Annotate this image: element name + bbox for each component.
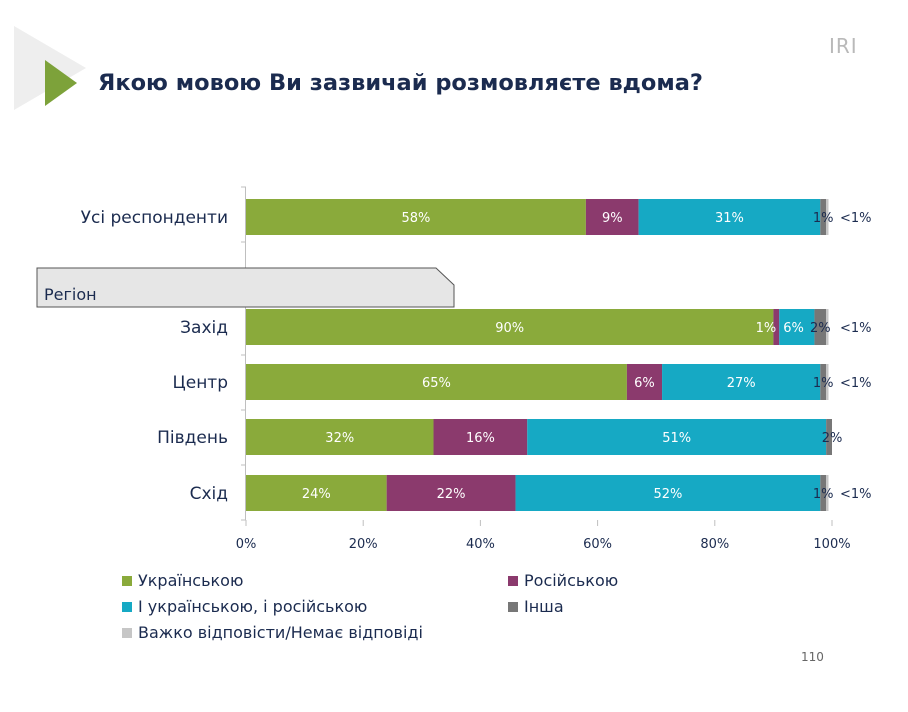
category-label: Усі респонденти	[81, 208, 228, 228]
x-tick-label: 0%	[236, 537, 257, 552]
data-label: 1%	[813, 211, 834, 226]
page-title: Якою мовою Ви зазвичай розмовляєте вдома…	[98, 70, 703, 96]
data-label: 32%	[325, 431, 354, 446]
data-label: 6%	[783, 321, 804, 336]
legend-swatch-other	[508, 601, 518, 612]
data-label: 1%	[813, 487, 834, 502]
data-label: 6%	[634, 376, 655, 391]
legend-swatch-ukrainian	[122, 575, 132, 586]
x-tick-label: 40%	[466, 537, 495, 552]
data-label: 58%	[401, 211, 430, 226]
data-label: 22%	[437, 487, 466, 502]
data-label: <1%	[840, 211, 872, 226]
legend-item-ukrainian: Українською	[122, 571, 243, 590]
legend-swatch-hard-to-say	[122, 627, 132, 638]
bar-segment-other	[820, 475, 827, 511]
data-label: 2%	[822, 431, 843, 446]
region-group-label: Регіон	[44, 285, 97, 304]
x-tick-label: 60%	[583, 537, 612, 552]
bar-segment-other	[826, 419, 832, 455]
data-label: <1%	[840, 321, 872, 336]
data-label: 24%	[302, 487, 331, 502]
region-group-tab	[36, 267, 455, 308]
data-label: <1%	[840, 487, 872, 502]
legend-item-both: І українською, і російською	[122, 597, 367, 616]
page-number: 110	[801, 650, 824, 664]
data-label: 90%	[495, 321, 524, 336]
bar-segment-both	[527, 419, 827, 455]
x-tick-label: 20%	[349, 537, 378, 552]
data-label: 9%	[602, 211, 623, 226]
bar-segment-ukrainian	[246, 475, 387, 511]
legend-item-other: Інша	[508, 597, 564, 616]
data-label: 2%	[810, 321, 831, 336]
data-label: 1%	[756, 321, 777, 336]
x-tick-label: 80%	[700, 537, 729, 552]
bar-segment-both	[515, 475, 821, 511]
legend-label-hard-to-say: Важко відповісти/Немає відповіді	[138, 623, 423, 642]
legend-label-other: Інша	[524, 597, 564, 616]
bar-segment-other	[820, 199, 827, 235]
bar-segment-hard_to_say	[826, 475, 829, 511]
bar-segment-ukrainian	[246, 419, 434, 455]
bar-segment-russian	[773, 309, 780, 345]
data-label: 65%	[422, 376, 451, 391]
bar-segment-hard_to_say	[826, 309, 829, 345]
data-label: 27%	[727, 376, 756, 391]
category-label: Південь	[157, 428, 228, 448]
data-label: 1%	[813, 376, 834, 391]
data-label: <1%	[840, 376, 872, 391]
bar-segment-ukrainian	[246, 309, 774, 345]
bar-segment-russian	[626, 364, 663, 400]
category-label: Схід	[190, 484, 228, 504]
legend-swatch-russian	[508, 575, 518, 586]
bar-segment-ukrainian	[246, 364, 627, 400]
bar-segment-russian	[386, 475, 516, 511]
legend-label-russian: Російською	[524, 571, 619, 590]
x-tick-label: 100%	[813, 537, 850, 552]
category-label: Центр	[173, 373, 228, 393]
bar-segment-both	[779, 309, 815, 345]
category-label: Захід	[180, 318, 228, 338]
legend-item-russian: Російською	[508, 571, 618, 590]
bar-segment-hard_to_say	[826, 199, 829, 235]
bar-segment-ukrainian	[246, 199, 586, 235]
stacked-bar-chart: Регіон Усі респонденти 58% 9% 31% 1% <1% Захід…	[36, 186, 872, 552]
title-arrow-icon	[45, 60, 77, 106]
bar-segment-hard_to_say	[826, 364, 829, 400]
bar-segment-both	[662, 364, 821, 400]
data-label: 52%	[653, 487, 682, 502]
bar-segment-russian	[585, 199, 639, 235]
corner-decoration	[14, 26, 86, 110]
bar-segment-other	[814, 309, 827, 345]
bar-segment-other	[820, 364, 827, 400]
data-label: 31%	[715, 211, 744, 226]
bar-segment-both	[638, 199, 821, 235]
iri-logo: IRI	[829, 34, 858, 58]
legend-label-ukrainian: Українською	[138, 571, 244, 590]
legend-swatch-both	[122, 601, 132, 612]
bar-segment-russian	[433, 419, 528, 455]
data-label: 51%	[662, 431, 691, 446]
legend-item-hard-to-say: Важко відповісти/Немає відповіді	[122, 623, 423, 642]
legend-label-both: І українською, і російською	[138, 597, 368, 616]
data-label: 16%	[466, 431, 495, 446]
